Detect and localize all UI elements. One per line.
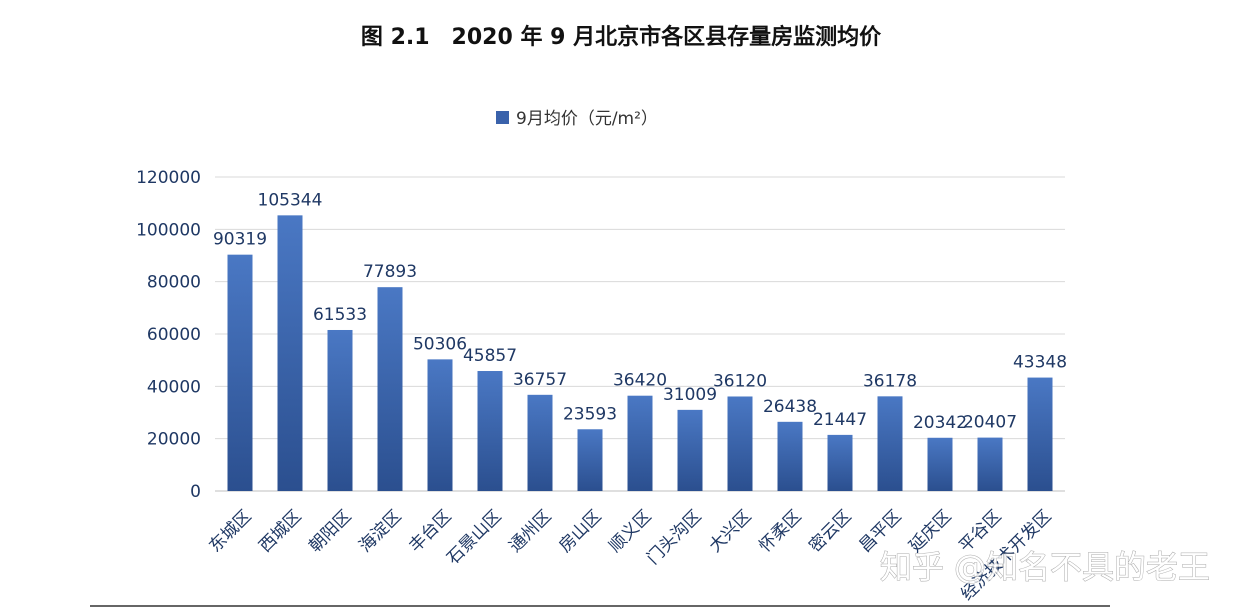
- x-category-label: 房山区: [555, 506, 605, 556]
- x-category-label: 朝阳区: [305, 506, 355, 556]
- legend: 9月均价（元/m²）: [496, 109, 658, 129]
- bar: [877, 396, 903, 491]
- y-tick-label: 20000: [147, 430, 201, 450]
- data-label: 26438: [763, 397, 817, 417]
- bar: [427, 359, 453, 491]
- gridlines: [215, 176, 1065, 492]
- y-tick-label: 80000: [147, 273, 201, 293]
- bar: [527, 394, 553, 491]
- bar: [227, 254, 253, 491]
- data-label: 36120: [713, 371, 767, 391]
- bar: [277, 215, 303, 492]
- watermark: 知乎 @知名不具的老王: [880, 548, 1210, 586]
- data-label: 20342: [913, 413, 967, 433]
- data-label: 43348: [1013, 353, 1067, 373]
- bar: [327, 329, 353, 491]
- bar: [577, 429, 603, 491]
- bar: [827, 434, 853, 491]
- bar: [477, 371, 503, 491]
- bar: [1027, 377, 1053, 491]
- data-label: 61533: [313, 305, 367, 325]
- x-category-label: 东城区: [205, 506, 255, 556]
- data-label: 31009: [663, 385, 717, 405]
- data-label: 50306: [413, 334, 467, 354]
- data-label: 36178: [863, 371, 917, 391]
- x-category-label: 石景山区: [443, 506, 505, 568]
- y-tick-label: 0: [190, 482, 201, 502]
- y-tick-label: 100000: [136, 220, 201, 240]
- x-category-label: 大兴区: [705, 506, 755, 556]
- legend-label: 9月均价（元/m²）: [516, 109, 658, 129]
- chart-title: 图 2.1 2020 年 9 月北京市各区县存量房监测均价: [361, 24, 882, 50]
- x-category-label: 西城区: [255, 506, 305, 556]
- x-category-label: 通州区: [505, 506, 555, 556]
- bar: [677, 409, 703, 491]
- bar: [377, 287, 403, 491]
- x-category-label: 密云区: [805, 506, 855, 556]
- bars: [227, 215, 1053, 492]
- y-tick-label: 40000: [147, 377, 201, 397]
- data-label: 20407: [963, 413, 1017, 433]
- data-label: 45857: [463, 346, 517, 366]
- x-category-label: 海淀区: [355, 506, 405, 556]
- data-label: 23593: [563, 404, 617, 424]
- y-tick-label: 60000: [147, 325, 201, 345]
- bar: [627, 395, 653, 491]
- y-axis-ticks: 0 20000 40000 60000 80000 100000 120000: [136, 168, 201, 502]
- y-tick-label: 120000: [136, 168, 201, 188]
- data-label: 36420: [613, 371, 667, 391]
- bar: [977, 437, 1003, 491]
- x-category-label: 怀柔区: [755, 506, 805, 556]
- bar: [927, 437, 953, 491]
- bar: [777, 421, 803, 491]
- legend-swatch: [496, 111, 509, 124]
- data-label: 77893: [363, 262, 417, 282]
- bar: [727, 396, 753, 491]
- data-label: 36757: [513, 370, 567, 390]
- x-category-label: 门头沟区: [643, 506, 705, 568]
- data-label: 105344: [258, 190, 323, 210]
- data-label: 90319: [213, 230, 267, 250]
- data-label: 21447: [813, 410, 867, 430]
